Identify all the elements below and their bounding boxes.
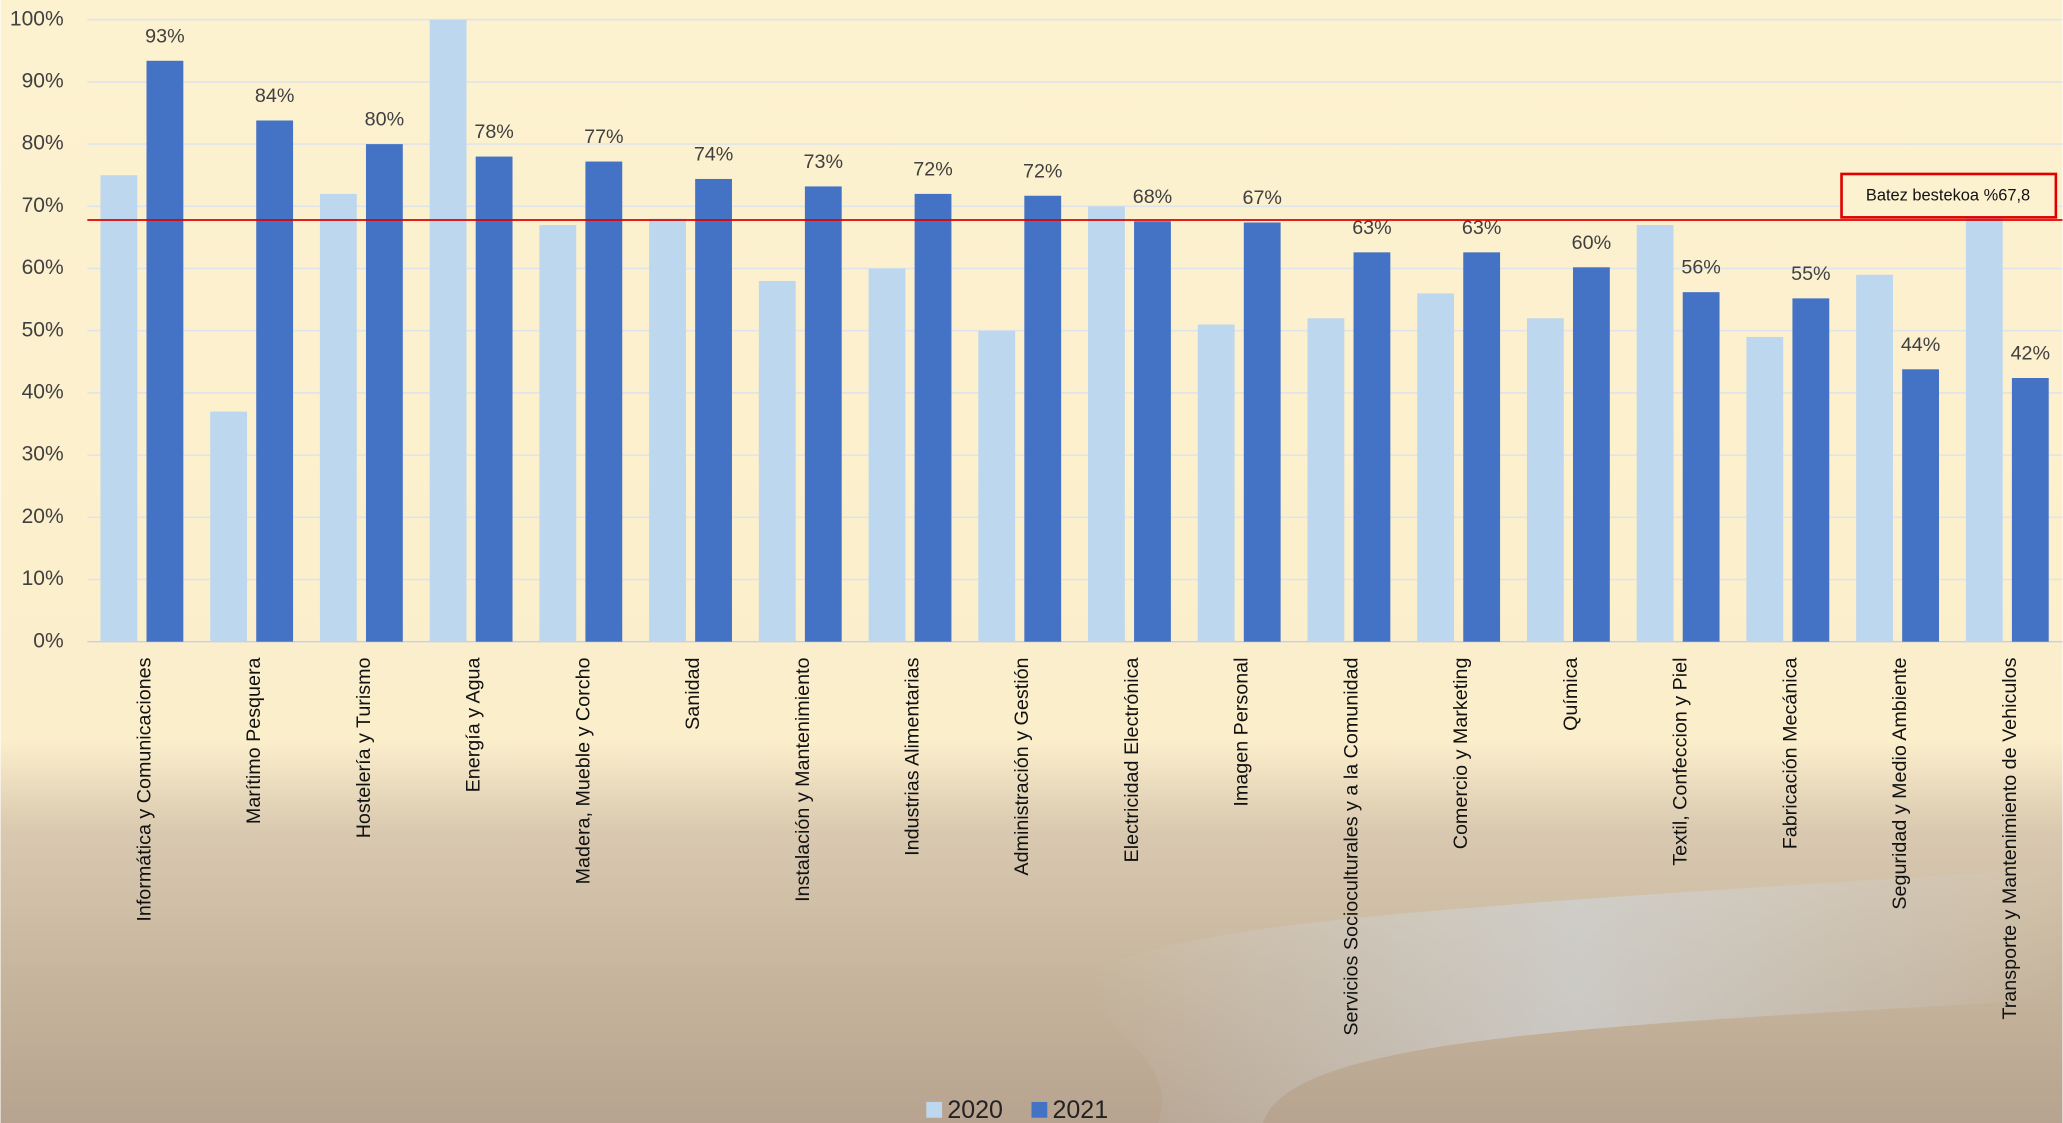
y-tick-label: 60% <box>22 256 64 279</box>
bar <box>1902 369 1939 641</box>
value-label: 93% <box>145 25 184 47</box>
value-label: 72% <box>913 158 952 180</box>
value-label: 56% <box>1681 257 1720 279</box>
bar <box>1637 225 1674 642</box>
bar <box>1198 324 1235 641</box>
x-tick-label: Madera, Mueble y Corcho <box>572 657 594 884</box>
bar <box>1792 298 1829 641</box>
x-tick-label: Transporte y Mantenimiento de Vehiculos <box>1999 657 2021 1019</box>
y-tick-label: 90% <box>22 69 64 92</box>
bar <box>210 412 247 642</box>
value-label: 77% <box>584 126 623 148</box>
bar <box>759 281 796 642</box>
value-label: 44% <box>1901 334 1940 356</box>
reference-label: Batez bestekoa %67,8 <box>1866 187 2030 205</box>
value-label: 42% <box>2011 343 2050 365</box>
x-tick-label: Sanidad <box>682 657 704 729</box>
bar <box>1463 252 1500 641</box>
bar <box>1966 194 2003 642</box>
bar <box>320 194 357 642</box>
bar <box>1527 318 1564 641</box>
y-tick-label: 100% <box>10 7 64 30</box>
y-tick-label: 30% <box>22 443 64 466</box>
value-label: 84% <box>255 85 294 107</box>
x-tick-label: Marítimo Pesquera <box>243 657 265 824</box>
bar <box>649 219 686 642</box>
bar <box>695 179 732 642</box>
bar <box>805 186 842 641</box>
x-tick-label: Servicios Socioculturales y a la Comunid… <box>1340 657 1362 1035</box>
value-label: 80% <box>365 109 404 131</box>
bar <box>869 269 906 642</box>
x-tick-label: Comercio y Marketing <box>1450 657 1472 849</box>
legend-swatch <box>926 1102 942 1118</box>
chart: 0% 10% 20% 30% 40% 50% 60% 70% 80% 90% 100% 93% 84%… <box>0 0 2063 1123</box>
x-tick-label: Industrias Alimentarias <box>902 657 924 856</box>
bar <box>1354 252 1391 641</box>
legend-swatch <box>1032 1102 1048 1118</box>
y-tick-label: 50% <box>22 318 64 341</box>
x-tick-label: Imagen Personal <box>1231 657 1253 806</box>
bar <box>366 144 403 642</box>
bar <box>100 175 137 641</box>
bar <box>1856 275 1893 642</box>
bar <box>585 162 622 642</box>
bar <box>1024 196 1061 642</box>
x-tick-label: Energía y Agua <box>463 657 485 792</box>
bar <box>1746 337 1783 642</box>
x-tick-label: Seguridad y Medio Ambiente <box>1889 657 1911 909</box>
bar <box>1308 318 1345 641</box>
y-tick-label: 20% <box>22 505 64 528</box>
y-tick-label: 0% <box>33 629 63 652</box>
bar <box>1134 221 1171 641</box>
legend-label: 2021 <box>1053 1096 1109 1123</box>
x-tick-label: Administración y Gestión <box>1011 657 1033 875</box>
bar <box>1244 222 1281 641</box>
bar <box>1683 292 1720 642</box>
x-tick-label: Fabricación Mecánica <box>1779 657 1801 849</box>
bar <box>539 225 576 642</box>
y-tick-label: 80% <box>22 132 64 155</box>
value-label: 60% <box>1572 232 1611 254</box>
x-tick-label: Informática y Comunicaciones <box>133 657 155 921</box>
bar <box>1417 293 1454 641</box>
value-label: 68% <box>1133 186 1172 208</box>
y-tick-label: 70% <box>22 194 64 217</box>
bar <box>1573 267 1610 641</box>
x-tick-label: Textil, Confeccion y Piel <box>1670 657 1692 865</box>
value-label: 78% <box>474 121 513 143</box>
bar <box>430 20 467 642</box>
bar <box>978 331 1015 642</box>
bar <box>2012 378 2049 642</box>
value-label: 73% <box>804 151 843 173</box>
x-tick-label: Hostelería y Turismo <box>353 657 375 838</box>
x-tick-label: Electricidad Electrónica <box>1121 657 1143 862</box>
bar <box>1088 206 1125 641</box>
value-label: 72% <box>1023 160 1062 182</box>
bar <box>915 194 952 642</box>
value-label: 74% <box>694 143 733 165</box>
bar <box>476 157 513 642</box>
y-tick-label: 10% <box>22 567 64 590</box>
value-label: 67% <box>1242 187 1281 209</box>
x-tick-label: Instalación y Mantenimiento <box>792 657 814 901</box>
x-tick-label: Química <box>1560 657 1582 730</box>
bar <box>147 61 184 642</box>
value-label: 55% <box>1791 263 1830 285</box>
bar <box>256 120 293 641</box>
legend-label: 2020 <box>947 1096 1003 1123</box>
y-tick-label: 40% <box>22 380 64 403</box>
